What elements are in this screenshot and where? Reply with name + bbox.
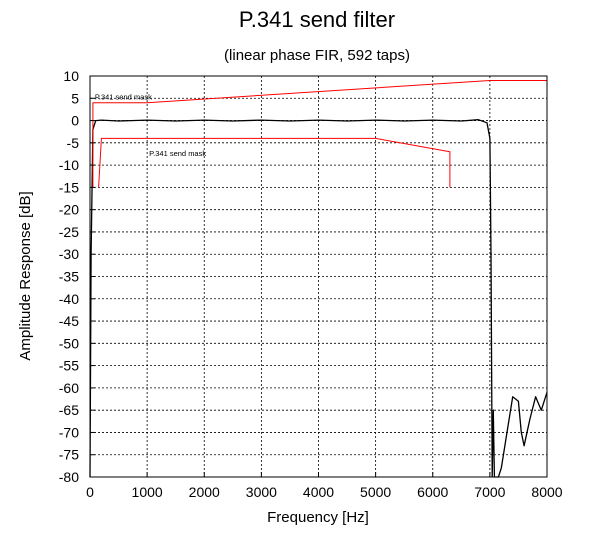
x-axis-label: Frequency [Hz]	[267, 509, 369, 526]
chart-subtitle: (linear phase FIR, 592 taps)	[224, 47, 410, 64]
series-line-mask	[98, 137, 451, 188]
ticks: 0 1000 2000 3000 4000 5000 6000 7000 8000 10 5 0 -5 -…	[59, 68, 563, 500]
y-tick-label: -30	[59, 246, 79, 262]
x-tick-label: 3000	[246, 484, 277, 500]
grid	[90, 76, 547, 477]
y-tick-label: -75	[59, 447, 79, 463]
y-tick-label: -55	[59, 358, 79, 374]
y-tick-label: -50	[59, 335, 79, 351]
y-tick-label: -20	[59, 202, 79, 218]
y-tick-label: -25	[59, 224, 79, 240]
y-tick-label: -15	[59, 179, 79, 195]
x-tick-label: 7000	[474, 484, 505, 500]
series-line-mask	[92, 80, 548, 188]
y-tick-label: 10	[63, 68, 79, 84]
y-tick-label: -40	[59, 291, 79, 307]
y-tick-label: -10	[59, 157, 79, 173]
y-tick-label: 0	[71, 113, 79, 129]
y-axis-label: Amplitude Response [dB]	[17, 191, 34, 360]
chart-title: P.341 send filter	[239, 7, 395, 32]
y-tick-label: 5	[71, 90, 79, 106]
x-tick-label: 4000	[303, 484, 334, 500]
y-tick-label: -80	[59, 469, 79, 485]
x-tick-label: 5000	[360, 484, 391, 500]
y-tick-label: -5	[67, 135, 80, 151]
x-tick-label: 6000	[417, 484, 448, 500]
x-tick-label: 2000	[189, 484, 220, 500]
y-tick-label: -35	[59, 269, 79, 285]
x-tick-label: 8000	[531, 484, 562, 500]
y-tick-label: -70	[59, 424, 79, 440]
series-line-response	[89, 119, 548, 478]
annotation-label: P.341 send mask	[149, 149, 206, 158]
x-tick-label: 1000	[132, 484, 163, 500]
y-tick-label: -65	[59, 402, 79, 418]
annotations: P.341 send mask P.341 send mask	[95, 92, 207, 158]
x-tick-label: 0	[86, 484, 94, 500]
annotation-label: P.341 send mask	[95, 92, 152, 101]
y-tick-label: -60	[59, 380, 79, 396]
y-tick-label: -45	[59, 313, 79, 329]
